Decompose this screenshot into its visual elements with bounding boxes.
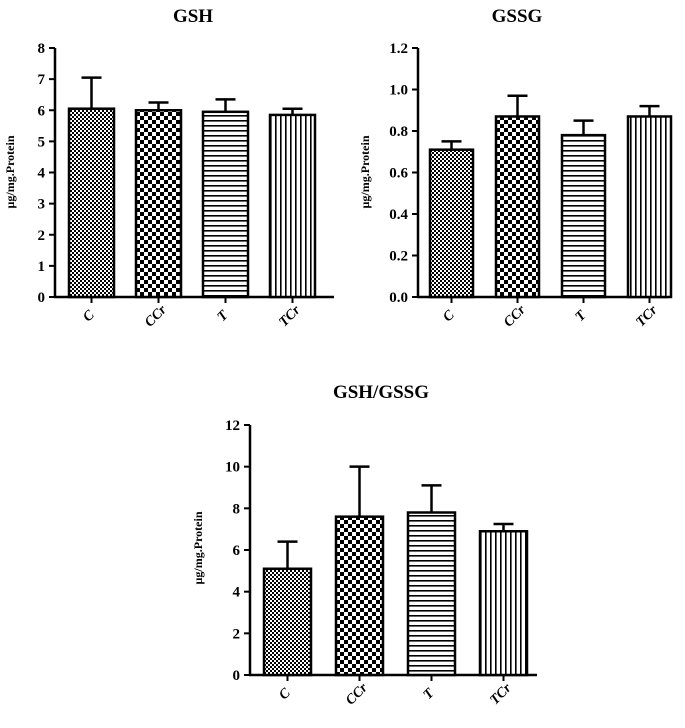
y-tick-label: 7 xyxy=(38,72,46,88)
bar-tcr xyxy=(268,113,317,299)
y-tick-label: 6 xyxy=(233,543,241,559)
chart-title: GSH/GSSG xyxy=(333,382,429,403)
x-tick-label: T xyxy=(215,307,233,325)
y-tick-label: 3 xyxy=(38,197,46,213)
plot-area: 0 2 4 6 8 10 12 C CCr T TCr xyxy=(225,418,537,708)
x-tick-label: TCr xyxy=(487,681,514,708)
x-tick-label: T xyxy=(421,685,439,703)
y-tick-label: 6 xyxy=(38,103,46,119)
y-tick-label: 0.2 xyxy=(389,249,408,265)
chart-title: GSH xyxy=(173,6,213,27)
y-tick-label: 0.8 xyxy=(389,124,408,140)
y-tick-label: 2 xyxy=(38,228,46,244)
bar-ccr xyxy=(134,109,183,299)
y-tick-label: 1.0 xyxy=(389,83,408,99)
x-tick-label: TCr xyxy=(633,303,660,330)
chart-gssg: GSSG µg/mg.Protein 0.0 0.2 0.4 0.6 0.8 1.0 1.2… xyxy=(358,6,673,330)
y-tick-label: 0 xyxy=(233,668,241,684)
chart-gsh-gssg-ratio: GSH/GSSG µg/mg.Protein 0 2 4 6 8 10 12 C CCr T TCr xyxy=(191,382,537,708)
y-axis-label: µg/mg.Protein xyxy=(358,135,372,208)
x-tick-label: TCr xyxy=(276,303,303,330)
y-tick-label: 8 xyxy=(38,41,46,57)
chart-gsh: GSH µg/mg.Protein 0 1 2 3 4 5 6 7 8 C CCr T TCr xyxy=(3,6,334,330)
y-tick-label: 0.0 xyxy=(389,290,408,306)
bar-ccr xyxy=(334,515,385,677)
y-axis-label: µg/mg.Protein xyxy=(191,511,205,584)
y-axis-label: µg/mg.Protein xyxy=(3,135,17,208)
plot-area: 0 1 2 3 4 5 6 7 8 C CCr T TCr xyxy=(38,41,334,330)
y-tick-label: 0.4 xyxy=(389,207,408,223)
y-tick-label: 8 xyxy=(233,501,241,517)
y-tick-label: 1 xyxy=(38,259,46,275)
y-tick-label: 5 xyxy=(38,134,46,150)
y-tick-label: 4 xyxy=(233,585,241,601)
bar-c xyxy=(262,567,313,677)
x-tick-label: CCr xyxy=(343,680,371,708)
chart-title: GSSG xyxy=(492,6,543,27)
plot-area: 0.0 0.2 0.4 0.6 0.8 1.0 1.2 C CCr T TCr xyxy=(389,41,673,330)
y-tick-label: 4 xyxy=(38,166,46,182)
bar-c xyxy=(428,148,475,299)
bar-c xyxy=(67,107,116,299)
bar-t xyxy=(560,133,607,299)
x-tick-label: CCr xyxy=(501,302,529,330)
x-tick-label: C xyxy=(440,307,458,325)
bar-ccr xyxy=(494,115,541,299)
y-tick-label: 1.2 xyxy=(389,41,408,57)
x-tick-label: C xyxy=(276,685,294,703)
x-tick-label: C xyxy=(80,307,98,325)
bar-tcr xyxy=(626,115,673,299)
y-tick-label: 2 xyxy=(233,626,241,642)
y-tick-label: 12 xyxy=(225,418,240,434)
y-tick-label: 0 xyxy=(38,290,46,306)
x-tick-label: CCr xyxy=(142,302,170,330)
bar-t xyxy=(201,110,250,299)
bar-t xyxy=(406,511,457,677)
x-tick-label: T xyxy=(573,307,591,325)
bar-tcr xyxy=(478,530,529,677)
y-tick-label: 10 xyxy=(225,460,240,476)
y-tick-label: 0.6 xyxy=(389,166,408,182)
